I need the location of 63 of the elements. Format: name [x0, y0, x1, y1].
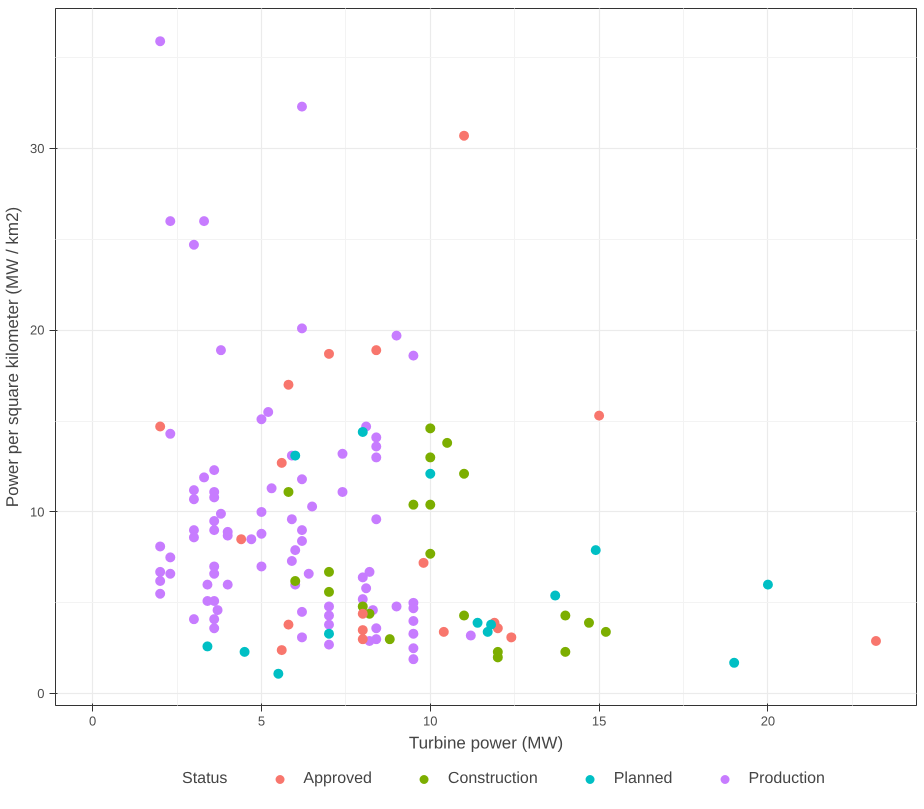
legend-label: Planned — [614, 770, 672, 788]
point — [560, 646, 570, 657]
y-tick-label: 0 — [37, 686, 45, 702]
point — [425, 423, 436, 434]
point — [236, 534, 246, 544]
point — [276, 645, 287, 656]
point — [283, 620, 294, 630]
legend-label: Production — [748, 770, 825, 788]
point — [290, 450, 300, 461]
point — [459, 468, 470, 479]
point — [202, 641, 212, 652]
x-tick-label: 20 — [760, 714, 776, 728]
point — [283, 380, 294, 390]
point — [273, 668, 284, 679]
y-tick-label: 20 — [30, 322, 45, 338]
point — [384, 634, 395, 644]
point — [459, 610, 470, 621]
y-tick-label: 30 — [30, 140, 45, 156]
point — [240, 646, 250, 657]
point — [560, 610, 570, 621]
x-tick-label: 10 — [423, 714, 438, 728]
point — [283, 486, 294, 497]
y-tick-label: 10 — [30, 504, 45, 520]
point — [594, 410, 604, 421]
point — [358, 625, 368, 636]
point — [486, 620, 496, 630]
point — [324, 348, 334, 359]
point — [550, 590, 560, 601]
point — [472, 618, 483, 628]
point — [506, 632, 516, 642]
point — [425, 468, 436, 479]
point — [590, 545, 601, 556]
point — [408, 500, 418, 510]
point — [442, 438, 452, 448]
point — [290, 576, 300, 586]
point — [324, 628, 334, 639]
legend-title: Status — [182, 770, 228, 788]
point — [459, 130, 470, 141]
point — [276, 458, 287, 468]
point — [870, 636, 881, 646]
x-tick-label: 15 — [592, 714, 606, 728]
legend-label: Approved — [303, 770, 372, 788]
point — [584, 618, 594, 628]
point — [600, 626, 611, 637]
point — [155, 422, 166, 432]
point — [729, 658, 740, 668]
x-tick-label: 0 — [89, 714, 96, 728]
point — [425, 500, 436, 510]
legend-label: Construction — [448, 770, 538, 788]
point — [324, 566, 334, 577]
point — [418, 558, 429, 568]
x-tick-label: 5 — [258, 714, 266, 728]
point — [425, 548, 436, 559]
x-axis-title: Turbine power (MW) — [408, 734, 564, 752]
point — [358, 426, 368, 437]
point — [371, 345, 382, 356]
y-axis-title: Power per square kilometer (MW / km2) — [3, 206, 22, 508]
point — [358, 634, 368, 644]
point — [762, 580, 773, 590]
point — [324, 586, 334, 597]
point — [425, 452, 436, 462]
point — [358, 608, 368, 619]
point — [438, 626, 449, 637]
